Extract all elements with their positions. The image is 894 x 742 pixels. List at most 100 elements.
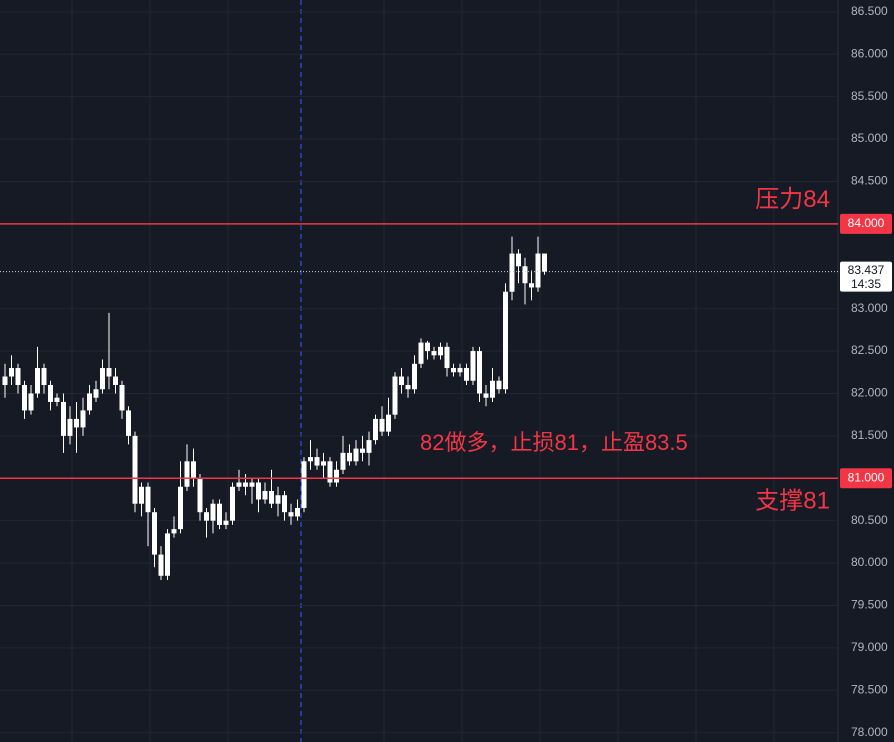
candle-body (158, 554, 164, 576)
candle-body (243, 482, 248, 487)
candle-body (288, 512, 294, 517)
candle-body (386, 414, 391, 432)
candle-body (236, 482, 242, 487)
candle-body (249, 482, 255, 487)
candle-body (145, 486, 151, 513)
candle-body (496, 380, 502, 390)
candle-body (61, 401, 66, 436)
candle-body (282, 495, 287, 513)
candle-body (464, 368, 469, 381)
candle-body (301, 461, 307, 508)
candle-body (295, 507, 300, 517)
candle-body (483, 393, 489, 398)
candle-body (256, 482, 261, 500)
y-tick-label: 85.500 (851, 89, 888, 103)
y-tick-label: 79.500 (851, 598, 888, 612)
y-tick-label: 78.000 (851, 725, 888, 739)
vertical-grid (71, 0, 775, 742)
candle-body (366, 440, 372, 453)
y-tick-label: 86.500 (851, 4, 888, 18)
candle-body (126, 410, 131, 436)
level-tag-label: 81.000 (848, 470, 885, 484)
candle-body (191, 461, 196, 479)
candle-body (457, 368, 463, 373)
annotation: 82做多，止损81，止盈83.5 (420, 430, 688, 455)
candle-body (230, 486, 235, 521)
candle-body (165, 533, 170, 576)
candle-body (431, 351, 437, 356)
candle-body (314, 457, 320, 466)
candle-body (80, 410, 86, 428)
y-tick-label: 86.000 (851, 46, 888, 60)
candle-body (9, 368, 14, 377)
level-tag-label: 84.000 (848, 216, 885, 230)
candle-body (275, 495, 281, 504)
candle-body (210, 503, 216, 521)
candle-body (132, 435, 138, 504)
candle-body (2, 376, 8, 385)
candle-body (503, 291, 508, 390)
candle-body (269, 490, 274, 504)
candle-body (223, 520, 229, 525)
candle-body (418, 342, 424, 364)
candle-body (477, 351, 482, 394)
candle-body (54, 397, 60, 402)
last-price-tag (840, 261, 892, 292)
candle-body (204, 512, 209, 521)
candle-body (470, 351, 476, 381)
level-name: 压力84 (755, 186, 830, 213)
candle-body (438, 346, 443, 356)
candle-body (106, 368, 112, 377)
candle-body (405, 384, 411, 390)
candle-body (100, 368, 105, 390)
candle-body (340, 452, 346, 470)
candle-body (444, 346, 450, 369)
candle-body (334, 469, 339, 483)
candle-body (22, 384, 27, 411)
candle-body (262, 490, 268, 500)
candle-body (379, 418, 385, 432)
candle-body (535, 253, 541, 288)
candle-body (197, 478, 203, 513)
candle-body (392, 376, 398, 415)
candle-body (178, 486, 183, 530)
candle-body (113, 376, 118, 385)
candle-body (41, 368, 47, 385)
candle-body (321, 461, 326, 466)
candle-body (451, 368, 456, 373)
candle-body (327, 461, 333, 483)
candle-body (542, 253, 547, 272)
candle-body (48, 384, 53, 402)
candle-body (184, 461, 190, 487)
y-tick-label: 79.000 (851, 640, 888, 654)
candle-body (87, 393, 92, 411)
candle-body (93, 389, 99, 398)
candle-body (509, 253, 515, 292)
candle-body (347, 452, 352, 462)
candle-body (308, 457, 313, 462)
y-tick-label: 83.000 (851, 301, 888, 315)
candle-body (217, 503, 222, 525)
candle-body (171, 529, 177, 534)
level-tag (840, 468, 892, 489)
last-price-time: 14:35 (851, 277, 881, 291)
candle-body (139, 486, 144, 504)
candle-body (373, 418, 378, 441)
candle-body (35, 368, 40, 394)
candle-body (529, 283, 534, 288)
y-tick-label: 82.500 (851, 343, 888, 357)
y-tick-label: 80.500 (851, 513, 888, 527)
last-price-label: 83.437 (848, 263, 885, 277)
candle-body (28, 393, 34, 411)
candle-body (152, 512, 157, 555)
candle-body (399, 376, 404, 385)
candle-body (522, 266, 528, 284)
candle-body (516, 253, 521, 267)
level-name: 支撑81 (755, 488, 830, 515)
y-tick-label: 81.500 (851, 428, 888, 442)
candle-body (353, 448, 359, 462)
y-tick-label: 82.000 (851, 386, 888, 400)
y-tick-label: 80.000 (851, 555, 888, 569)
